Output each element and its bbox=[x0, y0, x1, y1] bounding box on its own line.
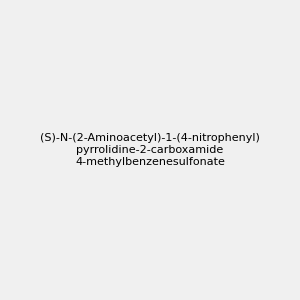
Text: (S)-N-(2-Aminoacetyl)-1-(4-nitrophenyl)
pyrrolidine-2-carboxamide
4-methylbenzen: (S)-N-(2-Aminoacetyl)-1-(4-nitrophenyl) … bbox=[40, 134, 260, 166]
